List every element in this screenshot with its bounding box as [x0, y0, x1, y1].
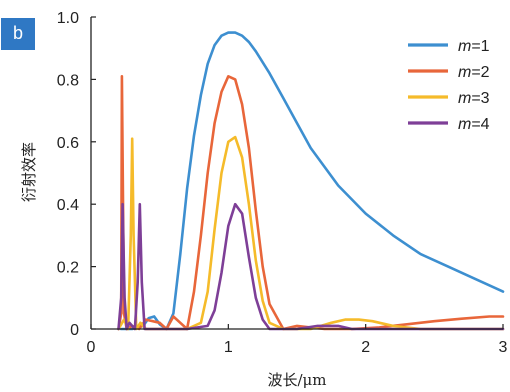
axes-layer [90, 17, 503, 330]
y-tick-label: 0 [70, 322, 79, 339]
x-tick-label: 0 [87, 339, 96, 356]
series-layer [117, 31, 505, 331]
x-tick-label: 2 [361, 339, 370, 356]
x-axis-title: 波长/μm [267, 371, 326, 389]
series-line-3 [117, 135, 505, 331]
series-line-1 [119, 31, 505, 331]
panel-label-badge: b [1, 18, 35, 50]
x-tick-label: 3 [499, 339, 508, 356]
ticks-layer: 0 1 2 3 0 0.2 0.4 0.6 0.8 1.0 [57, 10, 508, 356]
legend-label-3: m=3 [458, 90, 490, 107]
legend-label-2: m=2 [458, 64, 490, 81]
y-tick-label: 0.8 [57, 72, 79, 89]
y-tick-label: 0.2 [57, 260, 79, 277]
series-line-4 [117, 202, 505, 331]
y-axis-title: 衍射效率 [20, 142, 38, 202]
y-tick-label: 0.6 [57, 135, 79, 152]
x-tick-label: 1 [224, 339, 233, 356]
legend-label-4: m=4 [458, 116, 490, 133]
legend-label-1: m=1 [458, 38, 490, 55]
y-tick-label: 0.4 [57, 197, 79, 214]
legend: m=1 m=2 m=3 m=4 [408, 38, 490, 133]
y-tick-label: 1.0 [57, 10, 79, 27]
